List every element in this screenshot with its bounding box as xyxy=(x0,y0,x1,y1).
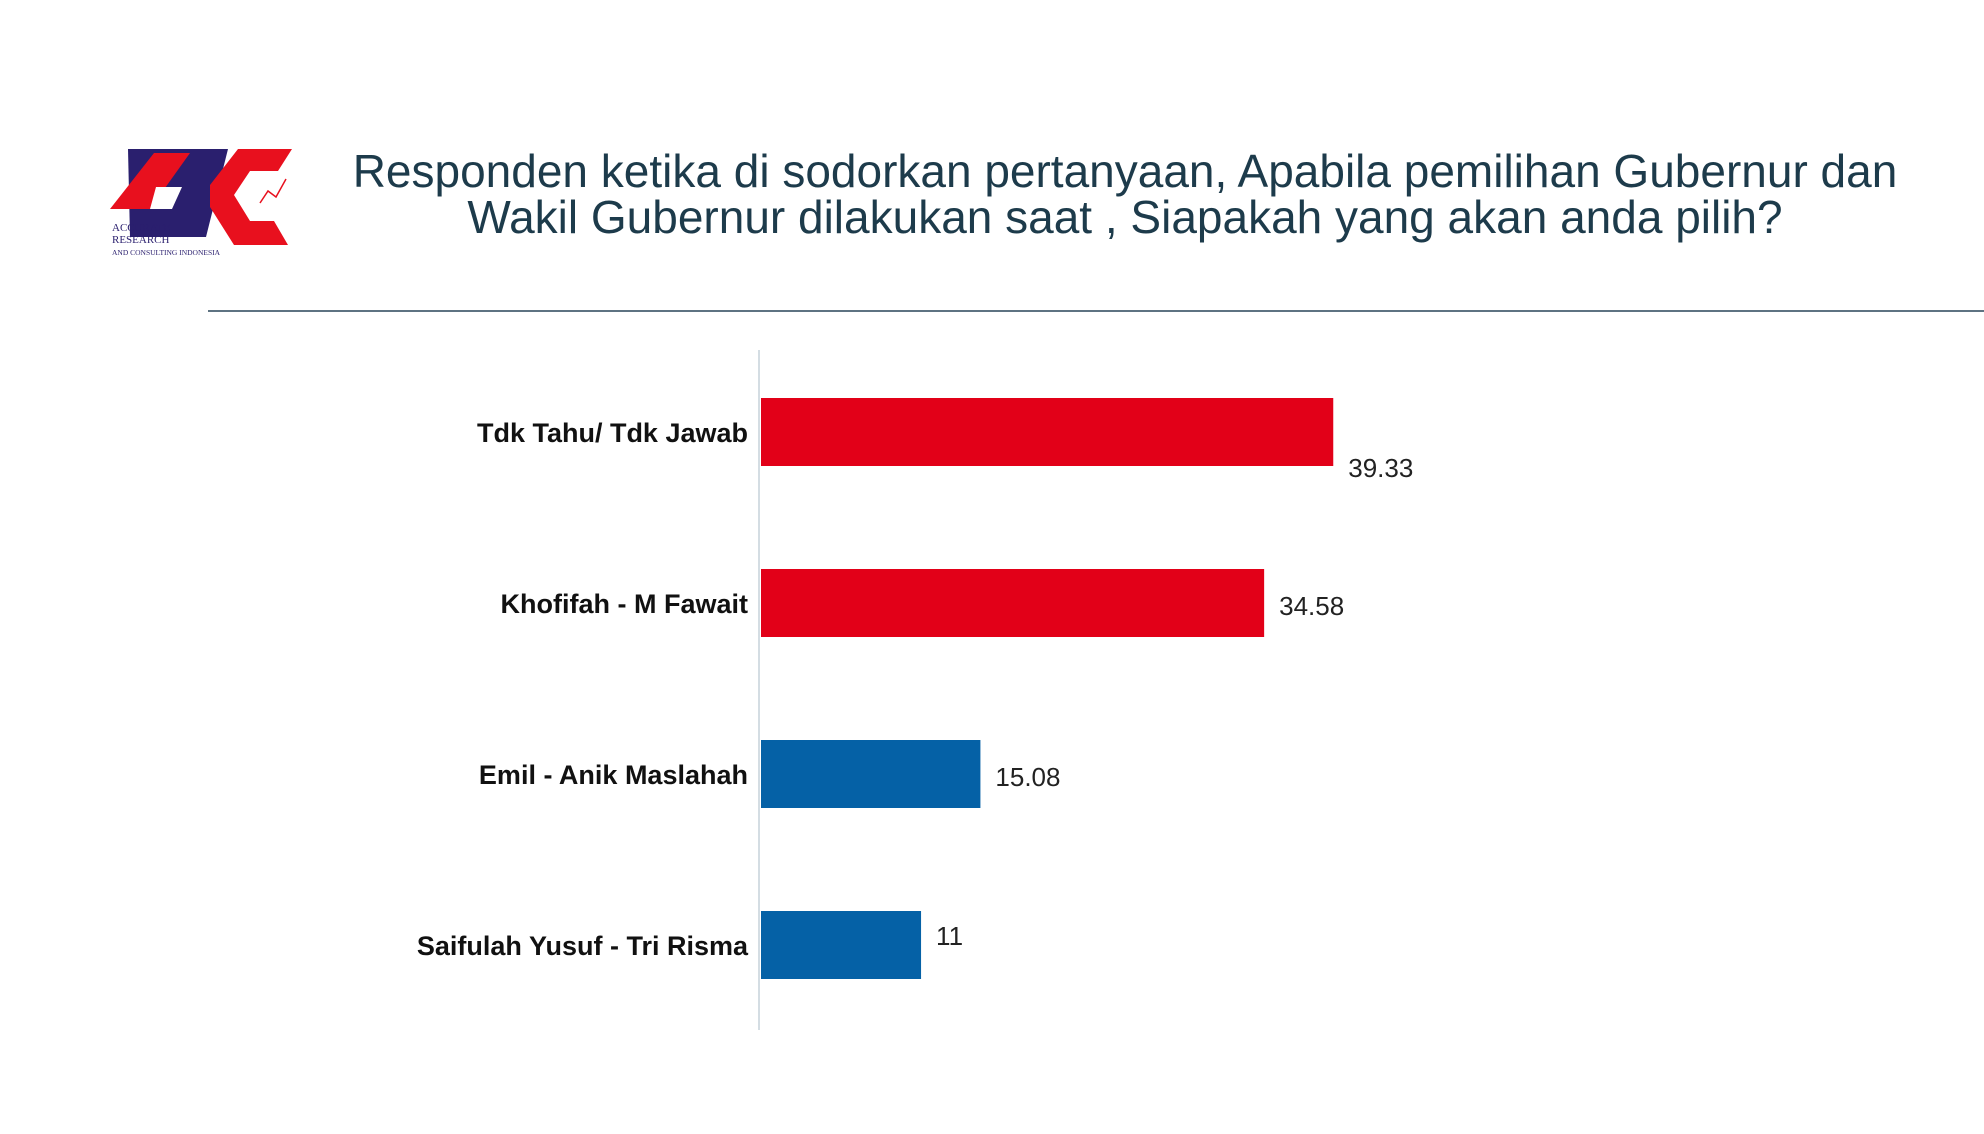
bar-3 xyxy=(761,740,981,808)
category-label-3: Emil - Anik Maslahah xyxy=(479,760,748,790)
title-line-2: Wakil Gubernur dilakukan saat , Siapakah… xyxy=(467,191,1783,243)
logo-red-c xyxy=(210,149,292,245)
value-label-3: 15.08 xyxy=(995,762,1060,792)
logo-a-cutout xyxy=(150,187,182,209)
category-label-4: Saifulah Yusuf - Tri Risma xyxy=(417,931,749,961)
logo-text-2: RESEARCH xyxy=(112,234,170,246)
value-label-4: 11 xyxy=(936,921,963,951)
arc-logo: ACCURATE RESEARCH AND CONSULTING INDONES… xyxy=(110,145,300,267)
bars-layer: Tdk Tahu/ Tdk Jawab 39.33 Khofifah - M Faw… xyxy=(417,398,1413,979)
bar-1 xyxy=(761,398,1334,466)
bar-2 xyxy=(761,569,1265,637)
category-label-2: Khofifah - M Fawait xyxy=(501,589,748,619)
logo-trend-line xyxy=(259,178,287,204)
page-title: Responden ketika di sodorkan pertanyaan,… xyxy=(330,148,1920,240)
logo-text-1: ACCURATE xyxy=(112,222,170,234)
category-label-1: Tdk Tahu/ Tdk Jawab xyxy=(477,418,748,448)
bar-4 xyxy=(761,911,922,979)
arc-logo-icon: ACCURATE RESEARCH AND CONSULTING INDONES… xyxy=(110,149,292,257)
logo-red-a xyxy=(110,153,190,209)
logo-text-3: AND CONSULTING INDONESIA xyxy=(112,248,221,257)
title-line-1: Responden ketika di sodorkan pertanyaan,… xyxy=(352,145,1898,197)
value-label-1: 39.33 xyxy=(1348,453,1413,483)
header-divider xyxy=(208,310,1984,312)
value-label-2: 34.58 xyxy=(1279,591,1344,621)
